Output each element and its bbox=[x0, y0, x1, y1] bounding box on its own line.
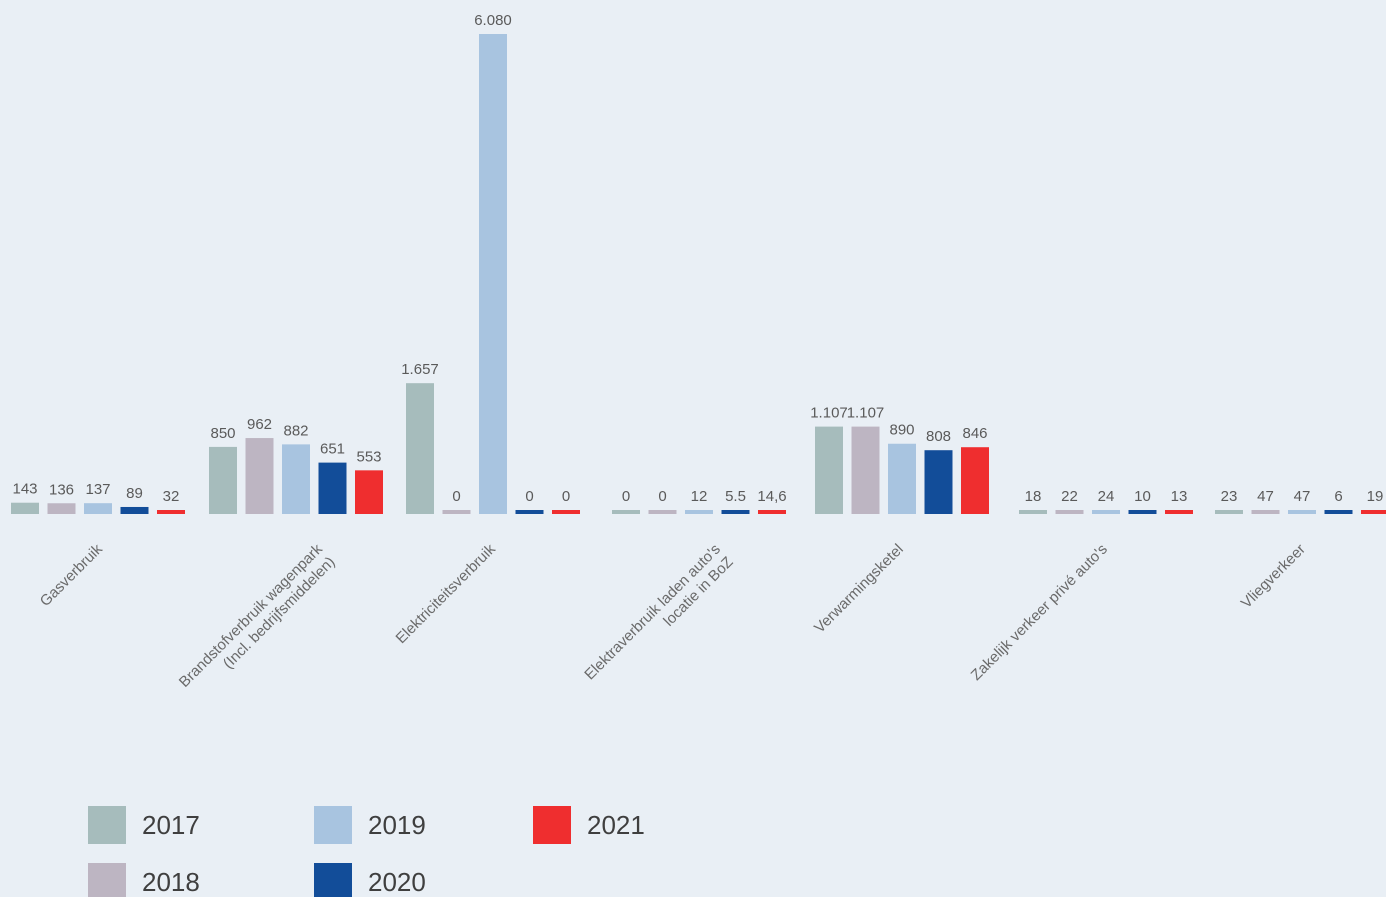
value-label-2018-cat-2: 0 bbox=[452, 488, 460, 505]
bar-2019-cat-0 bbox=[84, 503, 112, 514]
value-label-2018-cat-6: 47 bbox=[1257, 488, 1274, 505]
bar-2019-cat-4 bbox=[888, 443, 916, 514]
bar-2017-cat-0 bbox=[11, 502, 39, 514]
legend-label-2021: 2021 bbox=[587, 810, 645, 840]
legend-swatch-2017 bbox=[88, 806, 126, 844]
value-label-2018-cat-5: 22 bbox=[1061, 488, 1078, 505]
value-label-2017-cat-3: 0 bbox=[622, 488, 630, 505]
value-label-2018-cat-4: 1.107 bbox=[847, 405, 885, 422]
bar-2017-cat-3 bbox=[612, 510, 640, 514]
bar-2021-cat-3 bbox=[758, 510, 786, 514]
bar-2020-cat-2 bbox=[515, 510, 544, 514]
bar-2020-cat-0 bbox=[120, 506, 149, 514]
value-label-2018-cat-1: 962 bbox=[247, 416, 272, 433]
bar-2020-cat-5 bbox=[1128, 510, 1157, 514]
value-label-2021-cat-6: 19 bbox=[1367, 488, 1384, 505]
value-label-2018-cat-3: 0 bbox=[658, 488, 666, 505]
category-label-3-line-0: Elektraverbruik laden auto's bbox=[581, 541, 724, 684]
bar-2020-cat-3 bbox=[721, 510, 750, 514]
bar-2017-cat-4 bbox=[815, 426, 843, 514]
bar-2018-cat-0 bbox=[47, 503, 76, 514]
value-label-2020-cat-0: 89 bbox=[126, 485, 143, 502]
value-label-2017-cat-4: 1.107 bbox=[810, 405, 848, 422]
value-label-2020-cat-3: 5.5 bbox=[725, 488, 746, 505]
bar-2017-cat-6 bbox=[1215, 510, 1243, 514]
value-label-2021-cat-5: 13 bbox=[1171, 488, 1188, 505]
category-labels-layer: Gasverbruik Brandstofverbruik wagenpark(I… bbox=[37, 540, 1309, 690]
bars-layer bbox=[11, 34, 1386, 514]
value-label-2019-cat-1: 882 bbox=[283, 422, 308, 439]
value-label-2020-cat-4: 808 bbox=[926, 428, 951, 445]
category-label-2-line-0: Elektriciteitsverbruik bbox=[392, 540, 499, 647]
category-label-5-line-0: Zakelijk verkeer privé auto's bbox=[968, 541, 1111, 684]
value-label-2017-cat-0: 143 bbox=[12, 481, 37, 498]
value-label-2019-cat-2: 6.080 bbox=[474, 12, 512, 29]
value-label-2020-cat-5: 10 bbox=[1134, 488, 1151, 505]
bar-2018-cat-6 bbox=[1251, 510, 1280, 514]
bar-2020-cat-1 bbox=[318, 462, 347, 514]
legend-swatch-2020 bbox=[314, 863, 352, 897]
bar-2019-cat-2 bbox=[479, 34, 507, 514]
legend-label-2018: 2018 bbox=[142, 867, 200, 897]
bar-2021-cat-2 bbox=[552, 510, 580, 514]
bar-2020-cat-4 bbox=[924, 450, 953, 514]
bar-2021-cat-4 bbox=[961, 447, 989, 514]
value-label-2019-cat-0: 137 bbox=[85, 481, 110, 498]
value-label-2021-cat-2: 0 bbox=[562, 488, 570, 505]
value-label-2019-cat-3: 12 bbox=[691, 488, 708, 505]
value-label-2017-cat-5: 18 bbox=[1025, 488, 1042, 505]
bar-2018-cat-5 bbox=[1055, 510, 1084, 514]
bar-2021-cat-6 bbox=[1361, 510, 1386, 514]
value-label-2018-cat-0: 136 bbox=[49, 481, 74, 498]
legend-swatch-2021 bbox=[533, 806, 571, 844]
value-label-2021-cat-3: 14,6 bbox=[757, 488, 786, 505]
bar-2018-cat-3 bbox=[648, 510, 677, 514]
value-label-2019-cat-5: 24 bbox=[1098, 488, 1115, 505]
legend: 2017 2018 2019 2020 2021 bbox=[88, 806, 645, 897]
bar-2018-cat-1 bbox=[245, 438, 274, 514]
category-label-4-line-0: Verwarmingsketel bbox=[811, 541, 907, 637]
category-label-1-line-1: (Incl. bedrijfsmiddelen) bbox=[220, 554, 339, 673]
bar-2021-cat-5 bbox=[1165, 510, 1193, 514]
value-label-2021-cat-1: 553 bbox=[356, 448, 381, 465]
bar-2019-cat-5 bbox=[1092, 510, 1120, 514]
category-label-1-line-0: Brandstofverbruik wagenpark bbox=[176, 540, 326, 690]
bar-2017-cat-1 bbox=[209, 446, 237, 514]
legend-label-2020: 2020 bbox=[368, 867, 426, 897]
bar-2018-cat-2 bbox=[442, 510, 471, 514]
legend-label-2017: 2017 bbox=[142, 810, 200, 840]
bar-2020-cat-6 bbox=[1324, 510, 1353, 514]
value-label-2019-cat-4: 890 bbox=[889, 422, 914, 439]
value-label-2020-cat-2: 0 bbox=[525, 488, 533, 505]
bar-2017-cat-5 bbox=[1019, 510, 1047, 514]
value-label-2021-cat-4: 846 bbox=[962, 425, 987, 442]
value-label-2017-cat-6: 23 bbox=[1221, 488, 1238, 505]
category-label-0-line-0: Gasverbruik bbox=[37, 540, 107, 610]
bar-2021-cat-0 bbox=[157, 510, 185, 514]
value-label-2017-cat-1: 850 bbox=[210, 425, 235, 442]
value-label-2021-cat-0: 32 bbox=[163, 488, 180, 505]
bar-2019-cat-3 bbox=[685, 510, 713, 514]
bar-2019-cat-6 bbox=[1288, 510, 1316, 514]
value-label-2020-cat-6: 6 bbox=[1334, 488, 1342, 505]
bar-2021-cat-1 bbox=[355, 470, 383, 514]
bar-2019-cat-1 bbox=[282, 444, 310, 514]
bar-2018-cat-4 bbox=[851, 426, 880, 514]
bar-2017-cat-2 bbox=[406, 383, 434, 514]
value-label-2017-cat-2: 1.657 bbox=[401, 361, 439, 378]
category-label-6-line-0: Vliegverkeer bbox=[1238, 541, 1309, 612]
value-label-2019-cat-6: 47 bbox=[1294, 488, 1311, 505]
legend-swatch-2018 bbox=[88, 863, 126, 897]
value-label-2020-cat-1: 651 bbox=[320, 441, 345, 458]
legend-swatch-2019 bbox=[314, 806, 352, 844]
legend-label-2019: 2019 bbox=[368, 810, 426, 840]
